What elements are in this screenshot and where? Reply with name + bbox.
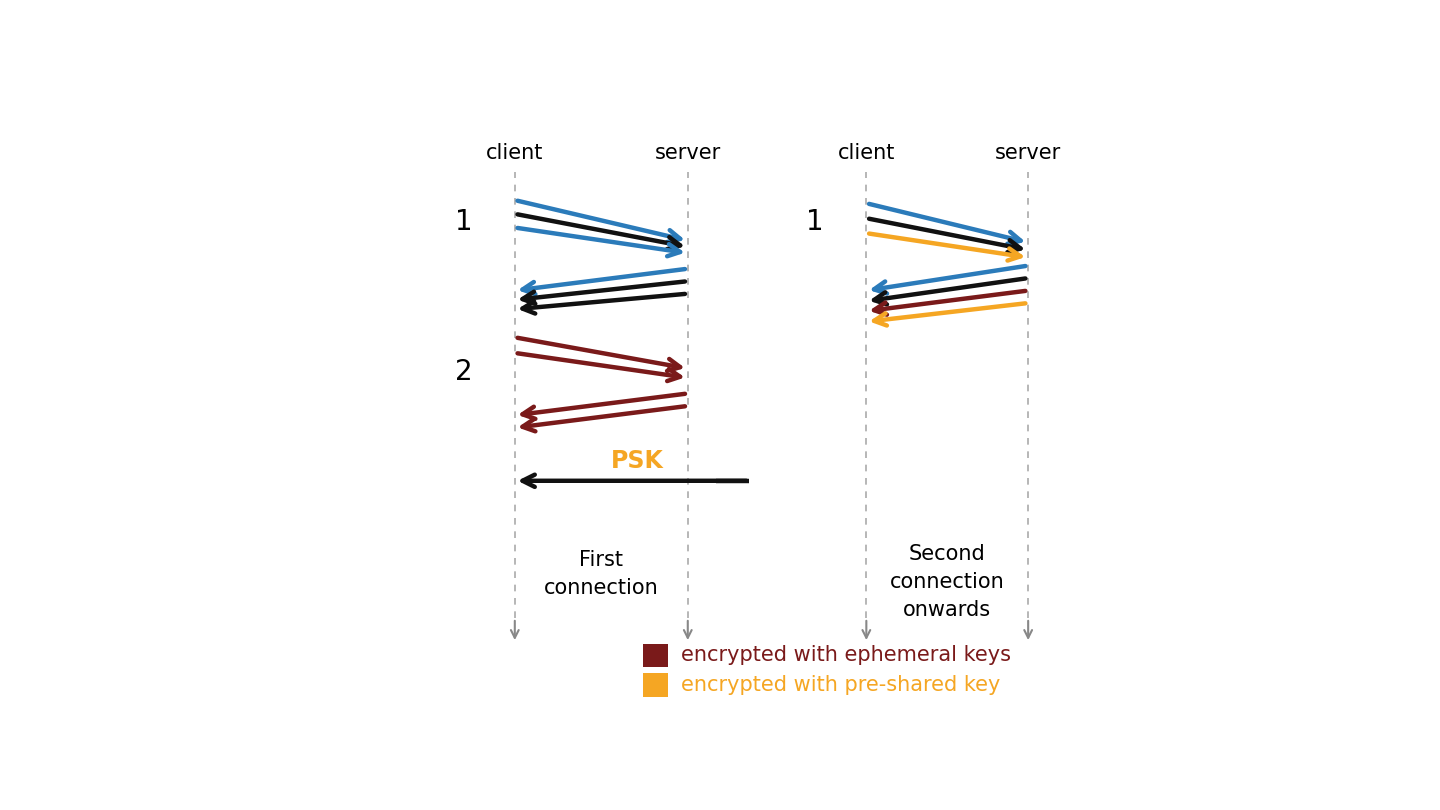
Text: PSK: PSK <box>611 450 664 473</box>
Bar <box>644 644 668 667</box>
Bar <box>644 673 668 697</box>
Text: 1: 1 <box>455 208 472 236</box>
Text: First
connection: First connection <box>544 550 658 599</box>
Text: 2: 2 <box>455 358 472 386</box>
Text: client: client <box>487 143 543 163</box>
Text: 1: 1 <box>806 208 824 236</box>
Text: server: server <box>995 143 1061 163</box>
Text: encrypted with ephemeral keys: encrypted with ephemeral keys <box>681 646 1011 665</box>
Text: Second
connection
onwards: Second connection onwards <box>890 544 1005 620</box>
Text: encrypted with pre-shared key: encrypted with pre-shared key <box>681 676 1001 695</box>
Text: server: server <box>655 143 721 163</box>
Text: client: client <box>838 143 896 163</box>
